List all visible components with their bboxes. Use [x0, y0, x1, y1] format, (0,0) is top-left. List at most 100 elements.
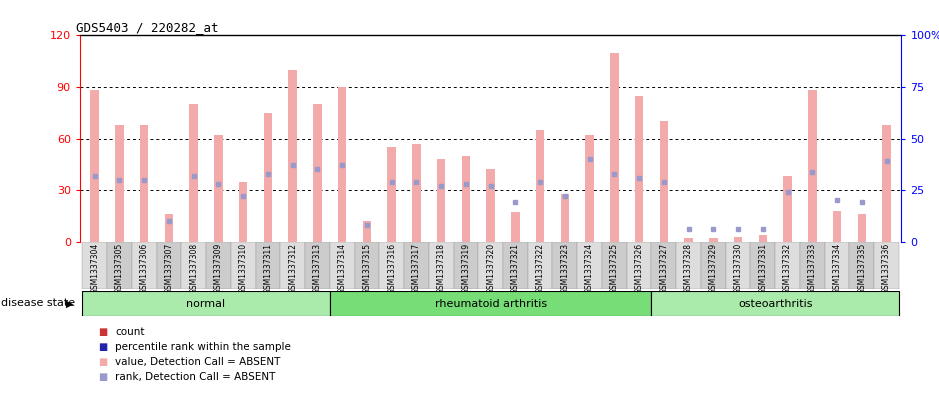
Text: GSM1337316: GSM1337316: [387, 243, 396, 294]
Bar: [330, 291, 652, 316]
Bar: [83, 242, 107, 289]
Bar: [107, 242, 131, 289]
Text: osteoarthritis: osteoarthritis: [738, 299, 812, 309]
Text: GSM1337304: GSM1337304: [90, 243, 100, 294]
Bar: [305, 242, 330, 289]
Bar: [83, 291, 330, 316]
Bar: [206, 242, 231, 289]
Bar: [750, 242, 776, 289]
Bar: [255, 242, 280, 289]
Bar: [850, 242, 874, 289]
Bar: [362, 221, 371, 242]
Bar: [264, 113, 272, 242]
Text: GSM1337326: GSM1337326: [635, 243, 643, 294]
Bar: [486, 169, 495, 242]
Bar: [429, 242, 454, 289]
Bar: [733, 237, 743, 242]
Text: GSM1337322: GSM1337322: [535, 243, 545, 294]
Bar: [437, 159, 445, 242]
Bar: [412, 144, 421, 242]
Bar: [808, 90, 817, 242]
Text: GSM1337336: GSM1337336: [882, 243, 891, 294]
Text: GSM1337309: GSM1337309: [214, 243, 223, 294]
Bar: [157, 242, 181, 289]
Text: GSM1337312: GSM1337312: [288, 243, 297, 294]
Bar: [454, 242, 478, 289]
Text: disease state: disease state: [1, 298, 75, 309]
Bar: [883, 125, 891, 242]
Bar: [115, 125, 124, 242]
Bar: [685, 238, 693, 242]
Text: GSM1337334: GSM1337334: [833, 243, 841, 294]
Bar: [214, 135, 223, 242]
Bar: [874, 242, 899, 289]
Bar: [231, 242, 255, 289]
Bar: [190, 104, 198, 242]
Bar: [635, 95, 643, 242]
Bar: [313, 104, 322, 242]
Bar: [503, 242, 528, 289]
Text: GSM1337325: GSM1337325: [609, 243, 619, 294]
Text: count: count: [115, 327, 145, 337]
Text: normal: normal: [187, 299, 225, 309]
Text: GSM1337324: GSM1337324: [585, 243, 594, 294]
Text: GSM1337319: GSM1337319: [461, 243, 470, 294]
Bar: [338, 87, 346, 242]
Text: GSM1337320: GSM1337320: [486, 243, 495, 294]
Bar: [387, 147, 396, 242]
Bar: [511, 213, 519, 242]
Bar: [577, 242, 602, 289]
Bar: [800, 242, 824, 289]
Bar: [478, 242, 503, 289]
Bar: [585, 135, 594, 242]
Bar: [164, 214, 173, 242]
Bar: [536, 130, 545, 242]
Text: GSM1337318: GSM1337318: [437, 243, 446, 294]
Text: GSM1337327: GSM1337327: [659, 243, 669, 294]
Text: GSM1337314: GSM1337314: [338, 243, 346, 294]
Text: GSM1337308: GSM1337308: [189, 243, 198, 294]
Text: percentile rank within the sample: percentile rank within the sample: [115, 342, 291, 352]
Text: GSM1337317: GSM1337317: [412, 243, 421, 294]
Bar: [528, 242, 552, 289]
Text: ■: ■: [99, 342, 108, 352]
Text: GSM1337333: GSM1337333: [808, 243, 817, 294]
Text: ■: ■: [99, 357, 108, 367]
Text: GSM1337329: GSM1337329: [709, 243, 717, 294]
Bar: [701, 242, 726, 289]
Bar: [652, 291, 899, 316]
Text: GSM1337335: GSM1337335: [857, 243, 867, 294]
Bar: [561, 193, 569, 242]
Text: GSM1337330: GSM1337330: [733, 243, 743, 294]
Text: GSM1337307: GSM1337307: [164, 243, 174, 294]
Text: GSM1337311: GSM1337311: [264, 243, 272, 294]
Bar: [552, 242, 577, 289]
Text: GSM1337310: GSM1337310: [239, 243, 248, 294]
Bar: [759, 235, 767, 242]
Text: rank, Detection Call = ABSENT: rank, Detection Call = ABSENT: [115, 372, 276, 382]
Bar: [239, 182, 248, 242]
Text: ■: ■: [99, 372, 108, 382]
Bar: [90, 90, 99, 242]
Text: GSM1337313: GSM1337313: [313, 243, 322, 294]
Bar: [355, 242, 379, 289]
Bar: [131, 242, 157, 289]
Text: value, Detection Call = ABSENT: value, Detection Call = ABSENT: [115, 357, 281, 367]
Text: GSM1337315: GSM1337315: [362, 243, 372, 294]
Bar: [610, 53, 619, 242]
Bar: [404, 242, 429, 289]
Text: GSM1337332: GSM1337332: [783, 243, 793, 294]
Bar: [280, 242, 305, 289]
Text: ▶: ▶: [66, 298, 73, 309]
Bar: [776, 242, 800, 289]
Text: GDS5403 / 220282_at: GDS5403 / 220282_at: [76, 21, 218, 34]
Bar: [462, 156, 470, 242]
Bar: [181, 242, 206, 289]
Bar: [652, 242, 676, 289]
Text: GSM1337331: GSM1337331: [759, 243, 767, 294]
Text: GSM1337328: GSM1337328: [685, 243, 693, 294]
Text: rheumatoid arthritis: rheumatoid arthritis: [435, 299, 546, 309]
Bar: [330, 242, 355, 289]
Bar: [857, 214, 866, 242]
Text: GSM1337306: GSM1337306: [140, 243, 148, 294]
